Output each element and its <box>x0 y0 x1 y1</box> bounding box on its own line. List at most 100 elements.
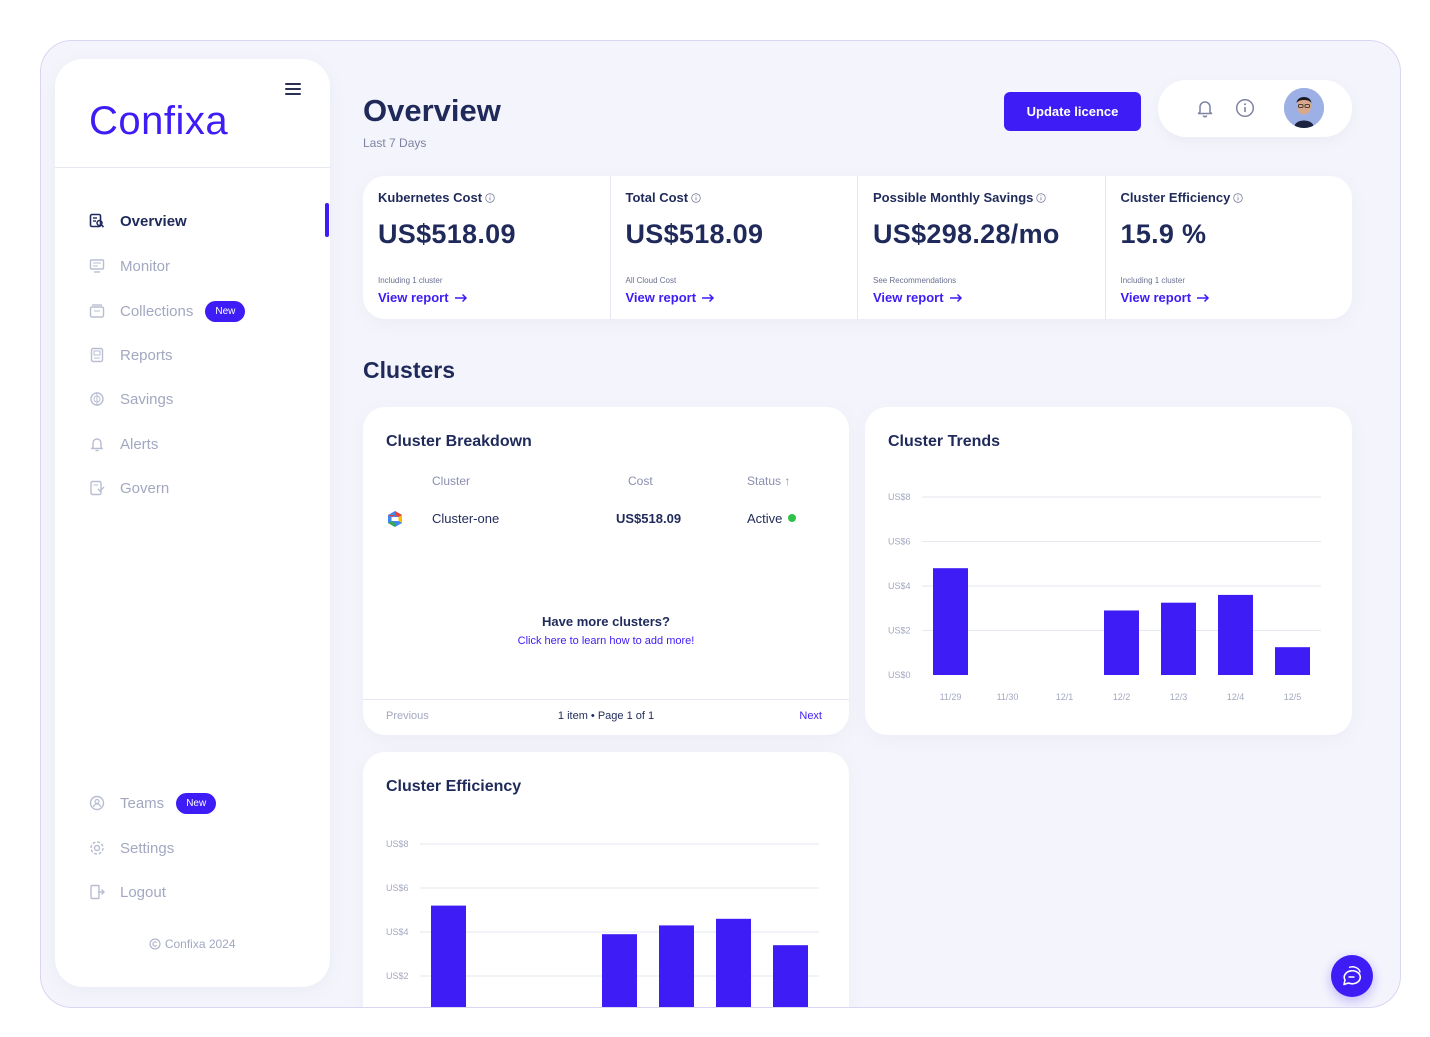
info-icon[interactable] <box>485 192 495 203</box>
add-clusters-link[interactable]: Click here to learn how to add more! <box>517 635 695 647</box>
teams-icon <box>89 795 105 811</box>
y-tick-label: US$8 <box>386 839 409 849</box>
avatar[interactable] <box>1284 88 1324 128</box>
sidebar-item-savings[interactable]: Savings <box>89 385 173 413</box>
kpi-note: See Recommendations <box>873 276 957 285</box>
kpi-monthly-savings: Possible Monthly Savings US$298.28/mo Se… <box>858 176 1106 319</box>
chat-icon <box>1343 966 1362 986</box>
bar <box>1161 602 1196 675</box>
view-report-link[interactable]: View report <box>626 290 716 305</box>
sidebar-item-alerts[interactable]: Alerts <box>89 430 158 458</box>
bar <box>716 918 751 1007</box>
info-icon[interactable] <box>1233 192 1244 203</box>
sidebar-divider <box>55 167 330 168</box>
chat-button[interactable] <box>1331 955 1373 997</box>
sidebar-item-reports[interactable]: Reports <box>89 341 173 369</box>
bar <box>933 568 968 675</box>
new-badge: New <box>176 792 217 814</box>
kpi-label: Possible Monthly Savings <box>873 190 1034 205</box>
page-subtitle: Last 7 Days <box>363 136 427 150</box>
view-report-link[interactable]: View report <box>873 290 963 305</box>
card-title: Cluster Trends <box>888 433 1001 450</box>
menu-icon[interactable] <box>285 83 301 95</box>
column-header-status[interactable]: Status ↑ <box>747 474 791 488</box>
y-tick-label: US$4 <box>386 927 409 937</box>
x-tick-label: 12/4 <box>1227 692 1245 702</box>
view-report-link[interactable]: View report <box>378 290 468 305</box>
sidebar: Confixa Overview Monitor Collections New <box>55 59 330 987</box>
bar <box>659 925 694 1007</box>
column-header-cost[interactable]: Cost <box>628 474 653 488</box>
bar <box>1218 594 1253 675</box>
arrow-right-icon <box>949 293 962 302</box>
overview-icon <box>89 213 105 229</box>
more-clusters-title: Have more clusters? <box>542 614 670 629</box>
sidebar-item-label: Monitor <box>120 257 171 275</box>
brand-logo: Confixa <box>89 99 229 143</box>
arrow-right-icon <box>454 293 467 302</box>
kpi-total-cost: Total Cost US$518.09 All Cloud Cost View… <box>611 176 858 319</box>
kpi-row: Kubernetes Cost US$518.09 Including 1 cl… <box>363 176 1352 319</box>
pager-divider <box>363 699 849 700</box>
sidebar-item-settings[interactable]: Settings <box>89 834 174 862</box>
bell-icon[interactable] <box>1195 98 1215 118</box>
x-tick-label: 11/30 <box>997 692 1019 702</box>
kpi-label: Total Cost <box>625 190 689 205</box>
sidebar-item-monitor[interactable]: Monitor <box>89 252 170 280</box>
view-report-link[interactable]: View report <box>1121 290 1211 305</box>
gcp-icon <box>386 510 404 533</box>
sidebar-item-label: Settings <box>120 839 175 857</box>
section-title-clusters: Clusters <box>363 357 456 383</box>
cluster-breakdown-card: Cluster Breakdown Cluster Cost Status ↑ … <box>363 407 849 735</box>
link-label: View report <box>873 290 944 305</box>
cluster-efficiency-chart: US$0US$2US$4US$6US$8 <box>386 839 819 1007</box>
x-tick-label: 12/3 <box>1170 692 1188 702</box>
column-header-cluster[interactable]: Cluster <box>432 474 471 488</box>
sidebar-item-logout[interactable]: Logout <box>89 878 166 906</box>
x-tick-label: 12/5 <box>1284 692 1302 702</box>
info-icon[interactable] <box>1235 98 1255 118</box>
savings-icon <box>89 391 105 407</box>
y-tick-label: US$8 <box>888 492 911 502</box>
cluster-status: Active <box>747 511 797 526</box>
update-licence-button[interactable]: Update licence <box>1004 92 1141 131</box>
sidebar-footer: Confixa 2024 <box>55 937 330 951</box>
topbar-actions <box>1158 80 1352 137</box>
kpi-kubernetes-cost: Kubernetes Cost US$518.09 Including 1 cl… <box>363 176 611 319</box>
app-frame: Confixa Overview Monitor Collections New <box>40 40 1401 1008</box>
previous-button[interactable]: Previous <box>386 710 429 722</box>
collections-icon <box>89 303 105 319</box>
bar <box>602 934 637 1007</box>
status-badge <box>788 514 797 522</box>
cluster-name: Cluster-one <box>432 511 500 526</box>
reports-icon <box>89 347 105 363</box>
y-tick-label: US$2 <box>888 626 911 636</box>
y-tick-label: US$0 <box>888 670 911 680</box>
active-indicator <box>325 203 329 237</box>
kpi-value: US$518.09 <box>378 219 516 249</box>
sidebar-item-overview[interactable]: Overview <box>89 207 187 235</box>
cluster-trends-card: Cluster Trends US$0 US$2 US$4 US$6 US$8 11/29… <box>865 407 1352 735</box>
sidebar-item-collections[interactable]: Collections New <box>89 297 246 325</box>
gear-icon <box>89 840 105 856</box>
sidebar-item-label: Savings <box>120 390 174 408</box>
sidebar-item-label: Govern <box>120 479 170 497</box>
sidebar-item-label: Reports <box>120 346 173 364</box>
bar <box>773 945 808 1007</box>
sidebar-item-label: Collections <box>120 302 194 320</box>
page-title: Overview <box>363 93 501 128</box>
kpi-value: 15.9 % <box>1120 219 1207 249</box>
y-tick-label: US$6 <box>386 883 409 893</box>
info-icon[interactable] <box>691 192 701 203</box>
kpi-cluster-efficiency: Cluster Efficiency 15.9 % Including 1 cl… <box>1106 176 1353 319</box>
info-icon[interactable] <box>1036 192 1047 203</box>
cluster-cost: US$518.09 <box>616 511 682 526</box>
new-badge: New <box>205 300 246 322</box>
sidebar-item-govern[interactable]: Govern <box>89 474 169 502</box>
x-tick-label: 12/2 <box>1113 692 1131 702</box>
cluster-efficiency-card: Cluster Efficiency US$0 US$2 US$4 US$6 US$8 <box>363 752 849 1007</box>
next-button[interactable]: Next <box>799 710 822 722</box>
sidebar-item-label: Teams <box>120 794 165 812</box>
bar <box>431 905 466 1007</box>
sidebar-item-teams[interactable]: Teams New <box>89 789 217 817</box>
